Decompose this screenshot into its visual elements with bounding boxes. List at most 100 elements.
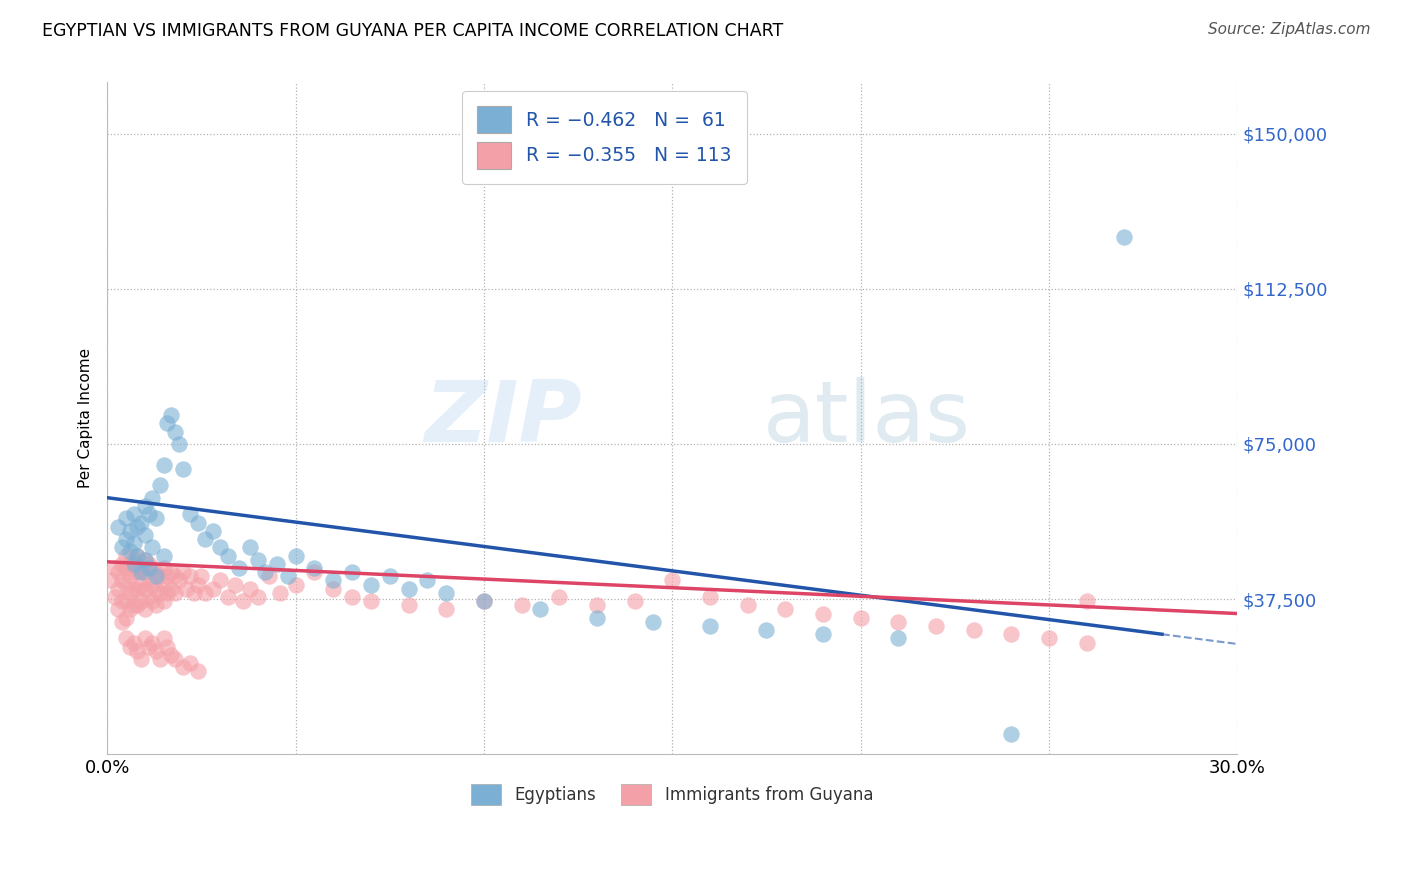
Point [134, 528, 156, 542]
Point [179, 569, 201, 583]
Point [925, 619, 948, 633]
Point [145, 582, 167, 596]
Point [115, 549, 138, 563]
Point [111, 557, 134, 571]
Point [138, 557, 160, 571]
Point [217, 549, 239, 563]
Point [187, 577, 209, 591]
Point [360, 594, 382, 608]
Point [107, 602, 129, 616]
Point [232, 594, 254, 608]
Point [179, 656, 201, 670]
Point [156, 586, 179, 600]
Point [160, 648, 183, 662]
Point [122, 635, 145, 649]
Point [134, 499, 156, 513]
Point [141, 541, 163, 555]
Point [145, 511, 167, 525]
Point [398, 599, 420, 613]
Point [138, 574, 160, 588]
Point [398, 582, 420, 596]
Point [239, 582, 262, 596]
Point [138, 640, 160, 654]
Point [548, 590, 571, 604]
Point [775, 602, 797, 616]
Point [145, 644, 167, 658]
Point [472, 594, 495, 608]
Point [172, 660, 194, 674]
Point [1114, 230, 1136, 244]
Point [340, 590, 363, 604]
Point [104, 590, 127, 604]
Point [217, 590, 239, 604]
Point [115, 532, 138, 546]
Point [141, 577, 163, 591]
Point [228, 561, 250, 575]
Point [284, 549, 307, 563]
Point [340, 565, 363, 579]
Point [129, 516, 152, 530]
Point [152, 577, 174, 591]
Point [163, 652, 186, 666]
Point [141, 635, 163, 649]
Point [129, 577, 152, 591]
Point [127, 582, 149, 596]
Point [122, 536, 145, 550]
Point [127, 549, 149, 563]
Point [586, 599, 609, 613]
Point [127, 644, 149, 658]
Point [127, 549, 149, 563]
Point [118, 602, 141, 616]
Point [129, 652, 152, 666]
Point [149, 586, 172, 600]
Point [1076, 635, 1098, 649]
Point [149, 478, 172, 492]
Point [115, 511, 138, 525]
Point [111, 594, 134, 608]
Point [187, 665, 209, 679]
Point [737, 599, 759, 613]
Point [127, 565, 149, 579]
Point [122, 599, 145, 613]
Point [127, 519, 149, 533]
Point [849, 610, 872, 624]
Point [138, 561, 160, 575]
Point [129, 561, 152, 575]
Point [623, 594, 645, 608]
Point [152, 632, 174, 646]
Point [254, 565, 277, 579]
Point [115, 561, 138, 575]
Point [811, 627, 834, 641]
Point [172, 461, 194, 475]
Point [145, 565, 167, 579]
Point [699, 590, 721, 604]
Point [104, 561, 127, 575]
Point [304, 565, 326, 579]
Point [472, 594, 495, 608]
Point [224, 577, 246, 591]
Point [887, 632, 910, 646]
Point [134, 632, 156, 646]
Point [156, 640, 179, 654]
Point [115, 632, 138, 646]
Point [962, 623, 984, 637]
Point [643, 615, 665, 629]
Point [190, 569, 212, 583]
Point [134, 553, 156, 567]
Point [138, 590, 160, 604]
Point [246, 590, 269, 604]
Text: atlas: atlas [762, 376, 970, 459]
Point [118, 557, 141, 571]
Point [134, 602, 156, 616]
Point [699, 619, 721, 633]
Point [322, 574, 344, 588]
Point [129, 594, 152, 608]
Point [277, 569, 299, 583]
Point [156, 416, 179, 430]
Point [163, 586, 186, 600]
Point [194, 586, 217, 600]
Point [266, 557, 288, 571]
Point [118, 569, 141, 583]
Point [360, 577, 382, 591]
Point [201, 582, 224, 596]
